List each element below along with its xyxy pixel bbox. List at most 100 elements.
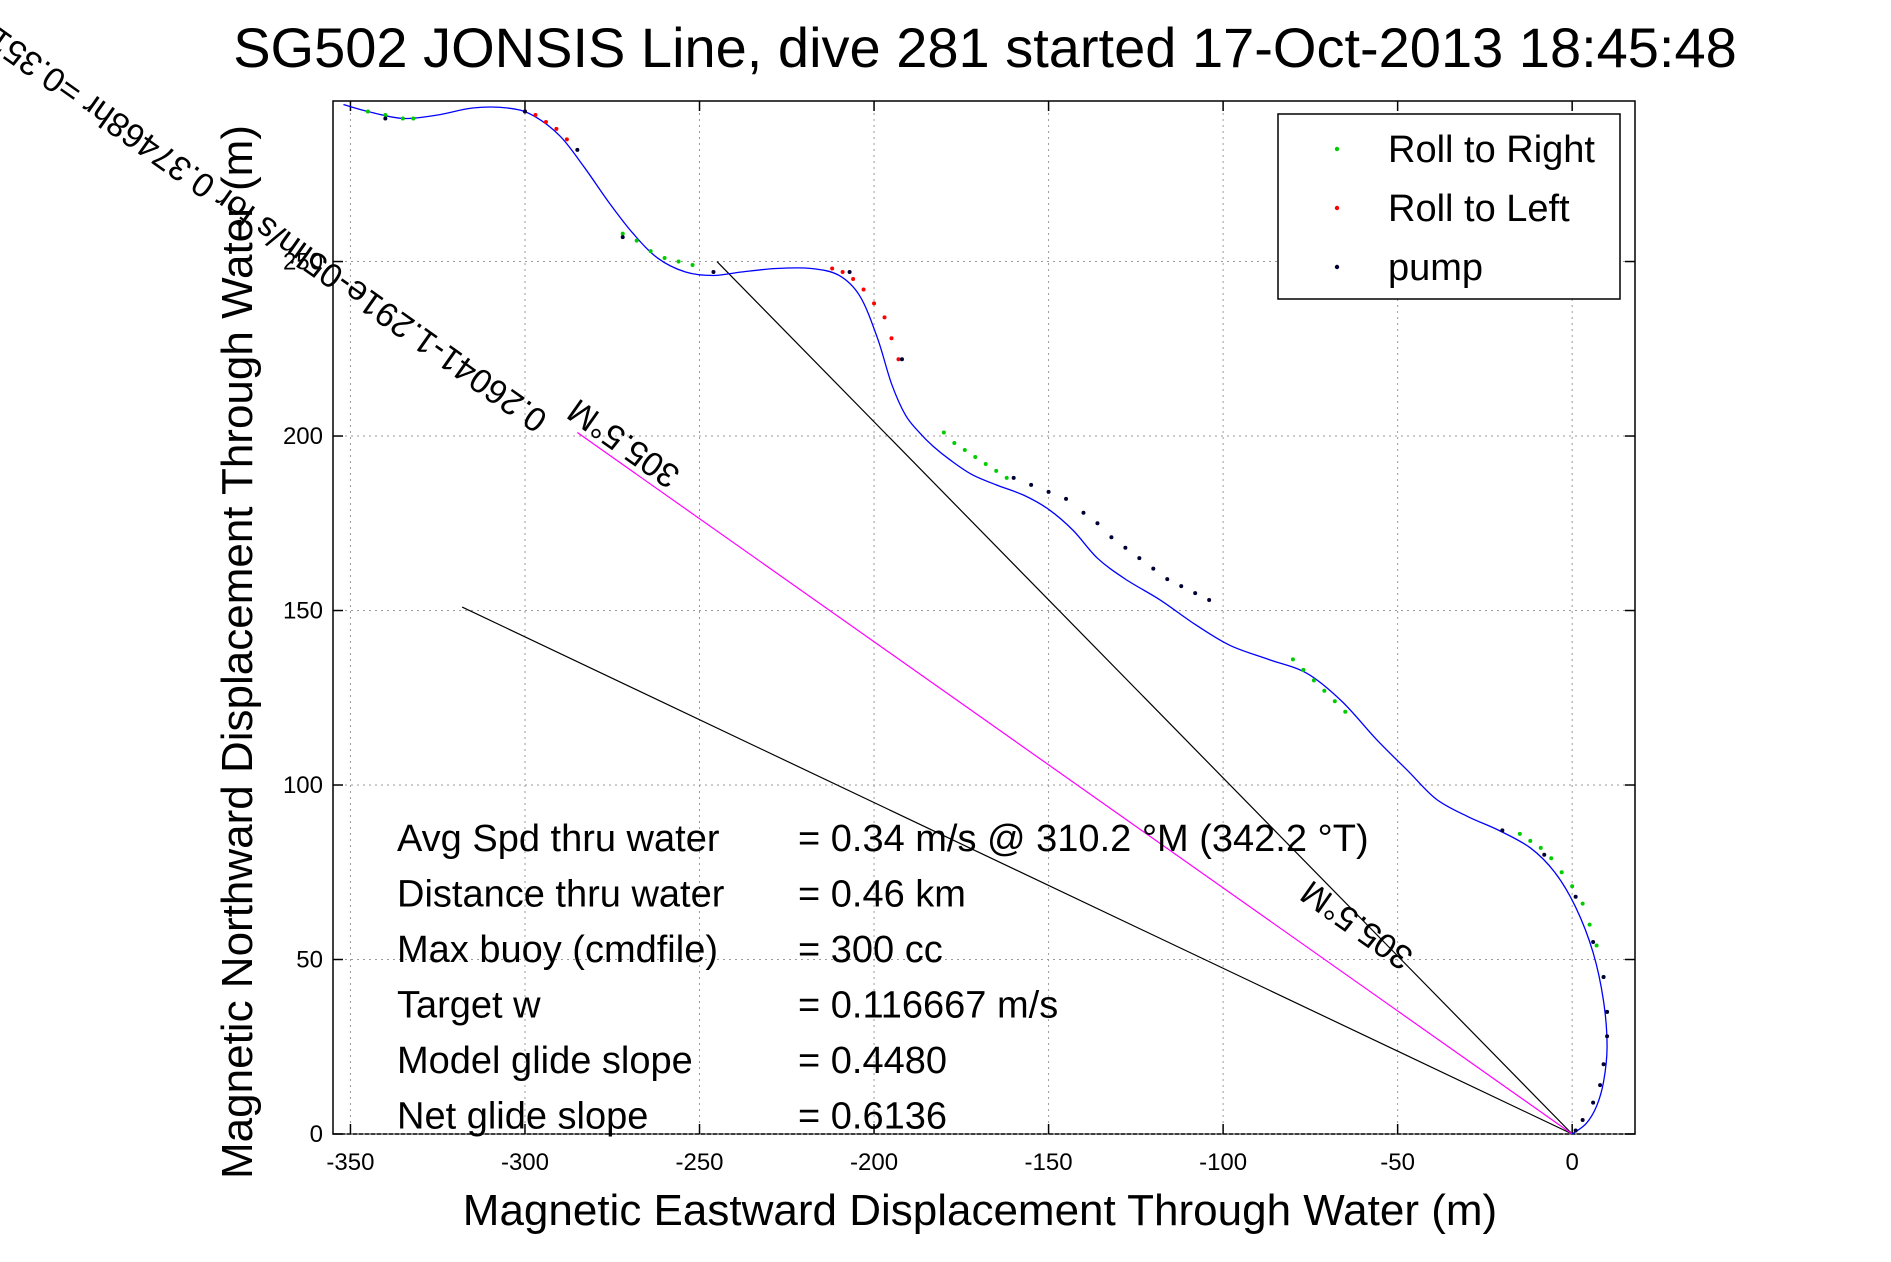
roll-left-point <box>872 301 877 306</box>
pump-point <box>1193 591 1198 596</box>
stat-label: Distance thru water <box>397 874 725 916</box>
roll-right-point <box>662 256 667 261</box>
pump-point <box>1011 475 1016 480</box>
roll-right-point <box>983 461 988 466</box>
stat-label: Net glide slope <box>397 1096 648 1138</box>
pump-point <box>1046 489 1051 494</box>
y-axis-label: Magnetic Northward Displacement Through … <box>213 125 262 1179</box>
roll-left-point <box>543 119 548 124</box>
pump-point <box>383 116 388 121</box>
x-tick-label: -100 <box>1199 1149 1247 1176</box>
roll-left-point <box>840 270 845 275</box>
reference-line <box>716 261 1573 1135</box>
roll-right-point <box>1594 943 1599 948</box>
pump-point <box>1095 521 1100 526</box>
roll-right-point <box>634 238 639 243</box>
roll-right-point <box>1538 845 1543 850</box>
pump-point <box>1598 1083 1603 1088</box>
x-tick-label: -200 <box>850 1149 898 1176</box>
pump-point <box>1500 828 1505 833</box>
legend-label: Roll to Left <box>1388 188 1570 230</box>
reference-line <box>461 606 1573 1135</box>
roll-right-point <box>1559 870 1564 875</box>
pump-point <box>1165 577 1170 582</box>
chart-title: SG502 JONSIS Line, dive 281 started 17-O… <box>233 16 1737 79</box>
roll-right-point <box>411 116 416 121</box>
legend: Roll to Right Roll to Left pump <box>1277 113 1621 300</box>
roll-right-point <box>690 263 695 268</box>
roll-right-point <box>1322 688 1327 693</box>
roll-right-point <box>1580 901 1585 906</box>
roll-right-point <box>383 112 388 117</box>
roll-right-point <box>676 259 681 264</box>
pump-point <box>620 235 625 240</box>
pump-point <box>899 357 904 362</box>
x-axis-label: Magnetic Eastward Displacement Through W… <box>463 1186 1497 1235</box>
track-line-group <box>343 103 1608 1135</box>
stat-value: = 0.34 m/s @ 310.2 °M (342.2 °T) <box>798 818 1369 860</box>
x-tick-label: -300 <box>501 1149 549 1176</box>
x-tick-label: -150 <box>1025 1149 1073 1176</box>
roll-right-point <box>365 109 370 114</box>
roll-right-point <box>962 447 967 452</box>
pump-point <box>1064 496 1069 501</box>
legend-marker <box>1334 146 1340 152</box>
pump-point <box>1207 598 1212 603</box>
roll-left-point <box>533 112 538 117</box>
roll-right-point <box>973 454 978 459</box>
x-tick-label: -350 <box>326 1149 374 1176</box>
roll-right-point <box>1570 884 1575 889</box>
x-tick-label: -250 <box>675 1149 723 1176</box>
pump-point <box>1081 510 1086 515</box>
roll-left-point <box>564 137 569 142</box>
pump-point <box>1591 940 1596 945</box>
roll-right-point <box>620 231 625 236</box>
pump-point <box>575 147 580 152</box>
roll-left-point <box>851 276 856 281</box>
stat-value: = 0.6136 <box>798 1096 947 1138</box>
y-tick-label: 150 <box>283 598 323 625</box>
y-tick-label: 250 <box>283 249 323 276</box>
roll-left-point <box>896 357 901 362</box>
pump-point <box>1179 584 1184 589</box>
stats-annotation: Avg Spd thru water = 0.34 m/s @ 310.2 °M … <box>397 818 1369 1138</box>
roll-left-point <box>861 287 866 292</box>
pump-point <box>1123 545 1128 550</box>
pump-point <box>1580 1118 1585 1123</box>
roll-right-point <box>952 441 957 446</box>
x-axis-ticks: -350 -300 -250 -200 -150 -100 -50 0 <box>326 101 1579 1176</box>
roll-left-point <box>882 315 887 320</box>
pump-point <box>522 109 527 114</box>
pump-point <box>1542 852 1547 857</box>
stat-value: = 300 cc <box>798 929 943 971</box>
roll-right-point <box>648 249 653 254</box>
pump-point <box>1601 974 1606 979</box>
roll-right-point <box>1311 678 1316 683</box>
roll-right-point <box>994 468 999 473</box>
pump-point <box>1605 1009 1610 1014</box>
roll-left-point <box>889 336 894 341</box>
pump-point <box>1109 535 1114 540</box>
pump-point <box>1591 1100 1596 1105</box>
pump-point <box>847 270 852 275</box>
stat-label: Max buoy (cmdfile) <box>397 929 718 971</box>
roll-right-point <box>1004 475 1009 480</box>
pump-point <box>1605 1034 1610 1039</box>
roll-right-point <box>941 430 946 435</box>
stat-value: = 0.46 km <box>798 874 966 916</box>
pump-point <box>1601 1062 1606 1067</box>
y-axis-ticks: 0 50 100 150 200 250 <box>283 249 1635 1148</box>
marker-points <box>365 109 1610 1133</box>
y-tick-label: 100 <box>283 772 323 799</box>
legend-marker <box>1334 205 1340 211</box>
y-tick-label: 0 <box>310 1121 323 1148</box>
pump-point <box>1573 1128 1578 1133</box>
pump-point <box>1137 556 1142 561</box>
pump-point <box>711 270 716 275</box>
roll-right-point <box>1517 831 1522 836</box>
legend-box <box>1277 113 1621 300</box>
pump-point <box>1029 482 1034 487</box>
roll-left-point <box>830 266 835 271</box>
reference-lines <box>461 261 1573 1135</box>
